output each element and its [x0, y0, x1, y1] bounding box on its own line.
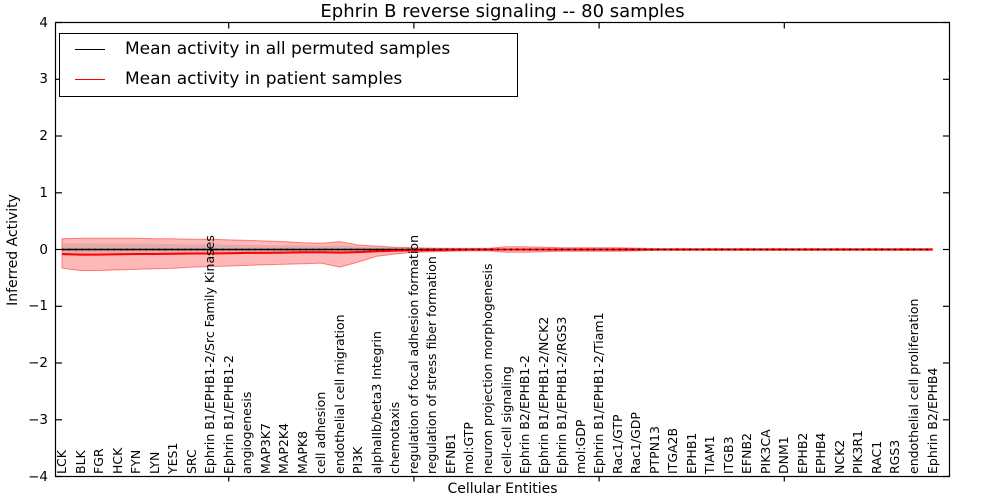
x-category-label: EFNB2	[739, 433, 755, 474]
x-category-label: PIK3CA	[757, 429, 773, 474]
x-category-label: RAC1	[868, 440, 884, 474]
x-category-label: regulation of stress fiber formation	[424, 256, 440, 474]
x-category-label: regulation of focal adhesion formation	[405, 235, 421, 474]
x-category-label: cell-cell signaling	[498, 366, 514, 474]
y-tick-label: 2	[39, 128, 48, 144]
y-tick-label: −4	[28, 468, 48, 485]
x-category-label: ITGA2B	[665, 427, 681, 474]
x-category-label: FGR	[91, 448, 107, 474]
x-category-label: YES1	[165, 442, 181, 474]
x-category-label: DNM1	[776, 436, 792, 474]
x-category-label: chemotaxis	[387, 401, 403, 474]
x-category-label: PI3K	[350, 446, 366, 474]
x-category-label: EFNB1	[442, 433, 458, 474]
x-category-label: LYN	[146, 451, 162, 474]
x-category-label: Ephrin B1/EPHB1-2/RGS3	[554, 316, 570, 474]
x-axis-label: Cellular Entities	[447, 481, 558, 497]
x-category-label: EPHB1	[683, 432, 699, 474]
x-category-label: NCK2	[831, 439, 847, 474]
x-category-label: MAPK8	[294, 430, 310, 474]
x-category-label: alphaIIb/beta3 Integrin	[368, 331, 384, 474]
y-tick-label: 0	[39, 241, 48, 258]
legend-line-red-icon	[75, 78, 105, 80]
x-category-label: PIK3R1	[850, 429, 866, 474]
x-category-label: neuron projection morphogenesis	[479, 263, 495, 474]
x-category-label: endothelial cell proliferation	[905, 298, 921, 474]
x-category-label: endothelial cell migration	[331, 314, 347, 474]
legend-line-black-icon	[75, 48, 105, 50]
y-tick-label: −3	[28, 411, 48, 428]
legend-label: Mean activity in all permuted samples	[125, 39, 451, 59]
x-category-label: MAP2K4	[276, 423, 292, 474]
x-category-label: cell adhesion	[313, 391, 329, 474]
x-category-label: mol:GTP	[461, 422, 477, 474]
legend-entry-permuted: Mean activity in all permuted samples	[60, 34, 517, 64]
chart-title: Ephrin B reverse signaling -- 80 samples	[320, 1, 685, 22]
x-category-label: Ephrin B1/EPHB1-2/Tiam1	[591, 312, 607, 474]
x-category-label: RGS3	[887, 439, 903, 474]
x-category-label: mol:GDP	[572, 419, 588, 474]
x-category-label: Ephrin B2/EPHB1-2	[517, 355, 533, 474]
legend-label: Mean activity in patient samples	[125, 69, 403, 89]
x-category-label: Rac1/GTP	[609, 414, 625, 474]
x-category-label: angiogenesis	[239, 391, 255, 474]
x-category-label: HCK	[109, 447, 125, 474]
x-category-label: SRC	[183, 449, 199, 474]
x-category-label: BLK	[72, 450, 88, 474]
x-category-label: MAP3K7	[257, 423, 273, 474]
y-tick-label: −1	[28, 298, 48, 315]
y-tick-label: 1	[39, 184, 48, 201]
legend-entry-patient: Mean activity in patient samples	[60, 64, 517, 94]
x-category-label: Ephrin B2/EPHB4	[924, 367, 940, 474]
x-category-label: EPHB2	[794, 432, 810, 474]
y-tick-label: 4	[39, 14, 48, 31]
x-category-label: TIAM1	[702, 435, 718, 474]
y-tick-label: −2	[28, 355, 48, 371]
x-category-label: PTPN13	[646, 426, 662, 474]
x-category-label: EPHB4	[813, 432, 829, 474]
x-category-label: LCK	[54, 450, 69, 474]
x-category-label: Ephrin B1/EPHB1-2/NCK2	[535, 316, 551, 474]
legend: Mean activity in all permuted samples Me…	[59, 33, 518, 97]
x-category-label: ITGB3	[720, 436, 736, 474]
x-category-label: Ephrin B1/EPHB1-2	[220, 355, 236, 474]
x-category-label: Ephrin B1/EPHB1-2/Src Family Kinases	[202, 235, 218, 474]
y-tick-label: 3	[39, 71, 48, 88]
x-category-label: FYN	[128, 449, 144, 474]
x-category-label: Rac1/GDP	[628, 412, 644, 474]
